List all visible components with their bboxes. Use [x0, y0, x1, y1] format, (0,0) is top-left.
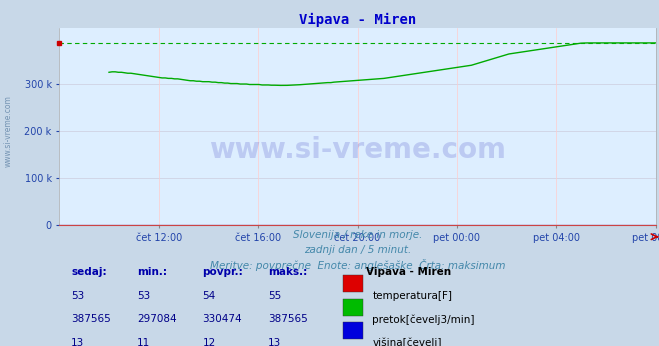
Text: višina[čevelj]: višina[čevelj]: [372, 337, 442, 346]
Text: Slovenija / reke in morje.: Slovenija / reke in morje.: [293, 230, 422, 240]
Text: temperatura[F]: temperatura[F]: [372, 291, 453, 301]
Text: 297084: 297084: [137, 314, 177, 324]
Text: 12: 12: [202, 337, 215, 346]
Text: 55: 55: [268, 291, 281, 301]
Text: povpr.:: povpr.:: [202, 267, 243, 277]
Bar: [343, 299, 364, 316]
Bar: [343, 322, 364, 339]
Text: sedaj:: sedaj:: [71, 267, 107, 277]
Text: 387565: 387565: [268, 314, 308, 324]
Text: 13: 13: [71, 337, 84, 346]
Text: pretok[čevelj3/min]: pretok[čevelj3/min]: [372, 314, 475, 325]
Text: Vipava - Miren: Vipava - Miren: [366, 267, 451, 277]
Text: zadnji dan / 5 minut.: zadnji dan / 5 minut.: [304, 245, 411, 255]
Text: 13: 13: [268, 337, 281, 346]
Text: 330474: 330474: [202, 314, 242, 324]
Text: 387565: 387565: [71, 314, 111, 324]
Text: 11: 11: [137, 337, 150, 346]
Text: Meritve: povprečne  Enote: anglešaške  Črta: maksimum: Meritve: povprečne Enote: anglešaške Črt…: [210, 260, 505, 271]
Bar: [343, 275, 364, 292]
Title: Vipava - Miren: Vipava - Miren: [299, 12, 416, 27]
Text: min.:: min.:: [137, 267, 167, 277]
Text: 53: 53: [71, 291, 84, 301]
Text: www.si-vreme.com: www.si-vreme.com: [3, 95, 13, 167]
Text: maks.:: maks.:: [268, 267, 307, 277]
Text: 54: 54: [202, 291, 215, 301]
Text: www.si-vreme.com: www.si-vreme.com: [209, 136, 506, 164]
Text: 53: 53: [137, 291, 150, 301]
